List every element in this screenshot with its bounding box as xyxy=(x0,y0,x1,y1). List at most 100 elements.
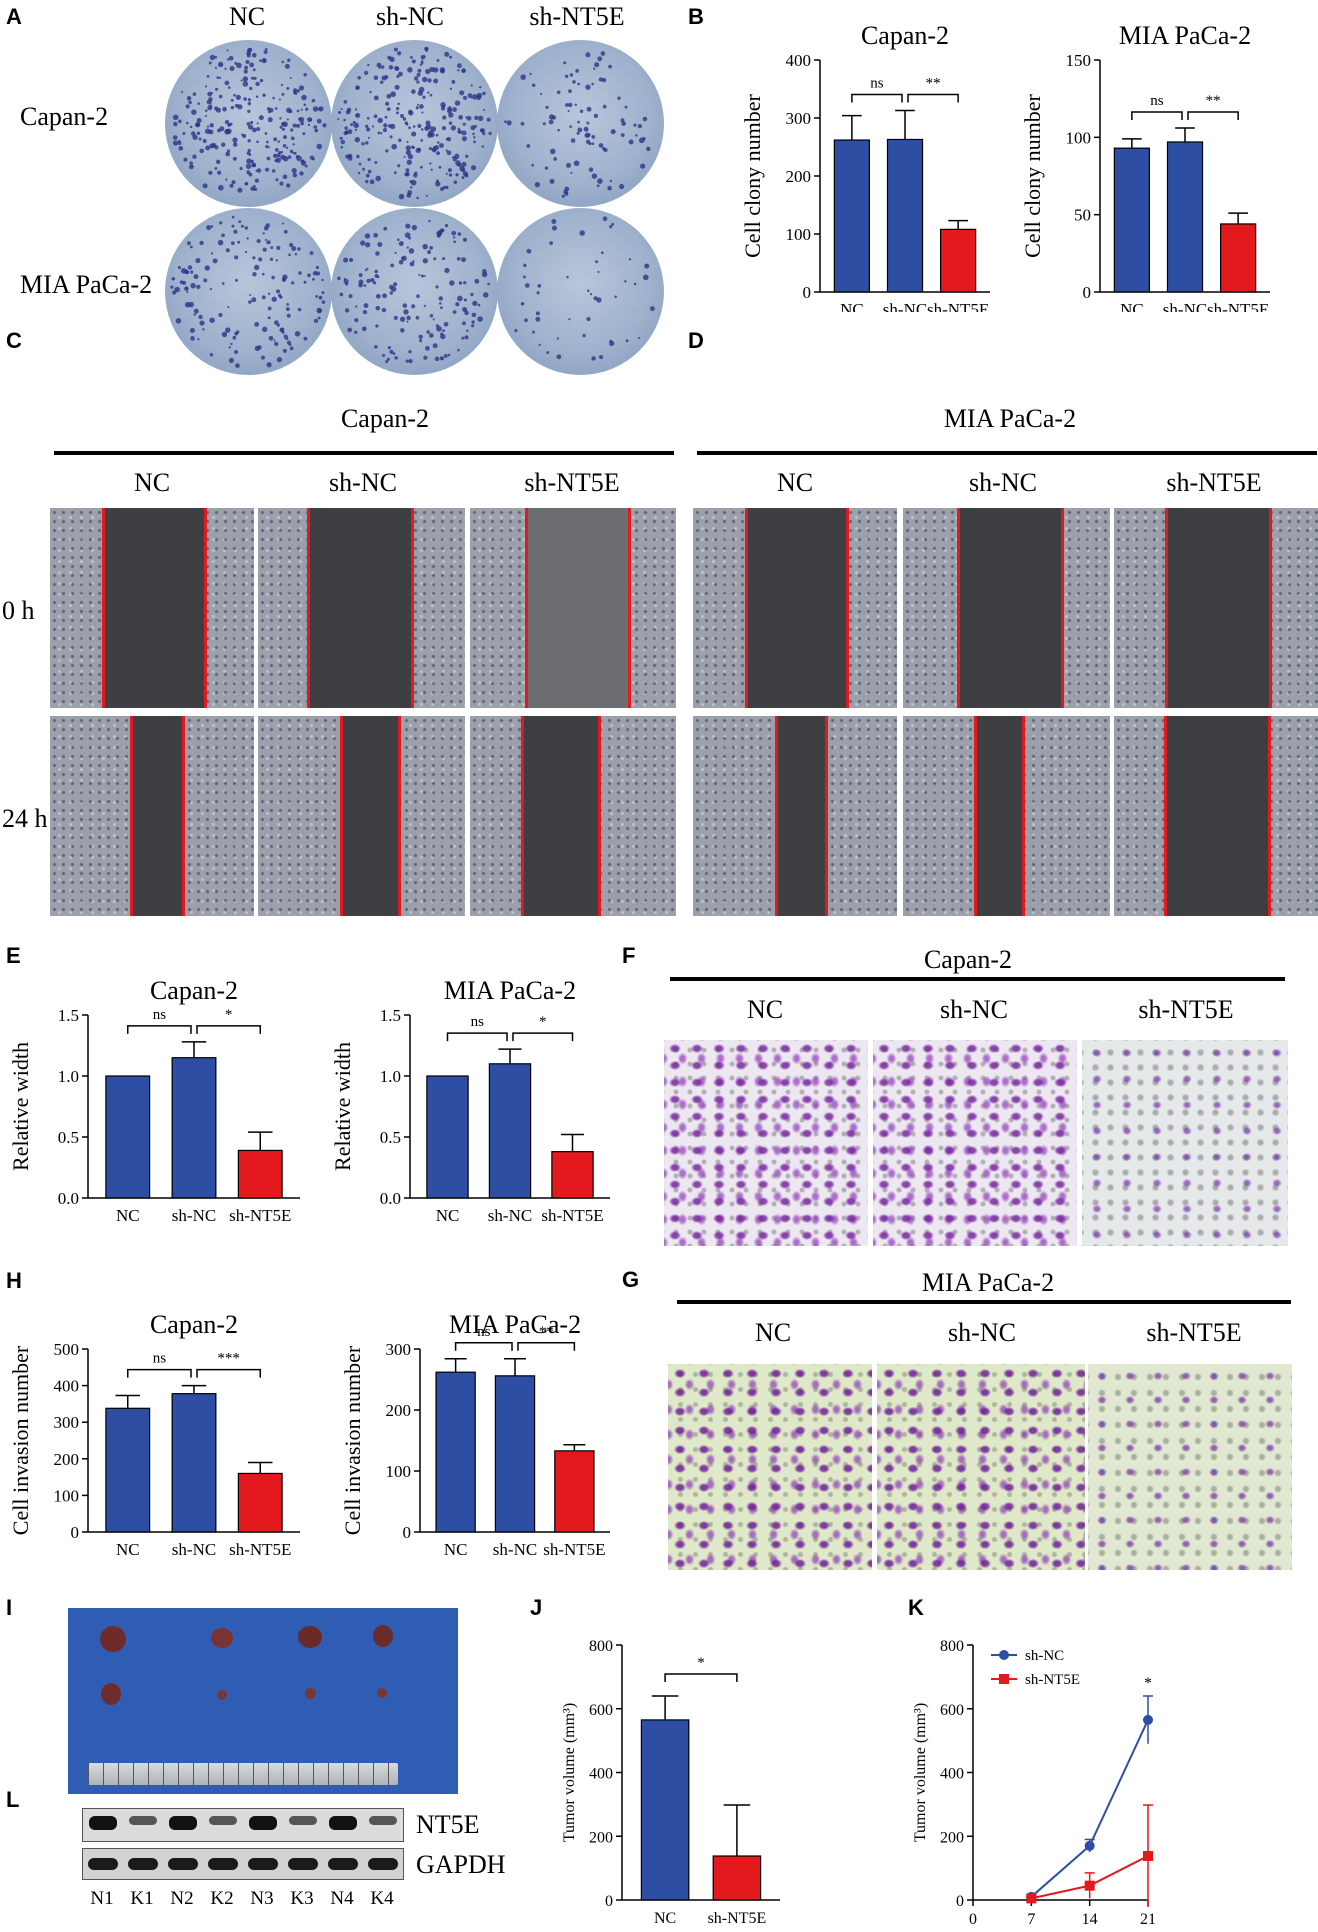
colony-dot xyxy=(283,229,288,234)
colony-dot xyxy=(236,62,242,69)
y-tick-label: 300 xyxy=(54,1413,80,1432)
colony-dot xyxy=(458,281,463,285)
x-tick-label: NC xyxy=(116,1206,140,1225)
scratch-image xyxy=(693,508,897,708)
colony-dot xyxy=(620,133,625,137)
colony-dot xyxy=(421,111,424,114)
colony-dot xyxy=(435,133,439,137)
colony-dot xyxy=(429,162,432,165)
colony-dot xyxy=(595,260,598,264)
tumor-photo xyxy=(68,1608,458,1794)
colony-dot xyxy=(189,125,193,129)
colony-dot xyxy=(196,117,202,123)
colony-dot xyxy=(246,158,252,164)
colony-dot xyxy=(466,115,472,121)
colony-dot xyxy=(247,98,252,102)
y-tick-label: 300 xyxy=(386,1340,412,1359)
colony-dot xyxy=(470,292,474,297)
bar xyxy=(833,139,871,293)
colony-dot xyxy=(360,240,366,246)
colony-dot xyxy=(389,135,393,139)
colony-dot xyxy=(251,297,257,303)
colony-dot xyxy=(579,230,585,236)
invasion-image xyxy=(1088,1364,1292,1570)
colony-dot xyxy=(303,103,307,107)
significance-label: ns xyxy=(477,1324,491,1340)
colony-dot xyxy=(248,124,254,130)
colony-dot xyxy=(321,278,324,282)
colony-dot xyxy=(390,91,396,97)
colony-dot xyxy=(455,302,460,307)
chart-h-mia: MIA PaCa-2 0 100 200 300 Cell invasion number… xyxy=(340,1310,610,1559)
colony-dot xyxy=(432,343,438,349)
colony-dot xyxy=(281,92,285,96)
x-tick-label: NC xyxy=(436,1206,460,1225)
colony-dot xyxy=(448,173,453,177)
colony-dot xyxy=(265,140,269,144)
colony-dot xyxy=(321,291,325,295)
colony-dot xyxy=(395,107,400,111)
colony-dot xyxy=(243,69,248,74)
colony-dot xyxy=(281,222,285,225)
colony-dot xyxy=(252,163,256,168)
colony-dot xyxy=(246,151,251,156)
significance-label: ns xyxy=(153,1007,167,1023)
colony-dot xyxy=(624,280,627,283)
colony-dot xyxy=(389,349,394,354)
colony-dot xyxy=(640,163,646,169)
colony-dot xyxy=(317,316,321,320)
bar xyxy=(494,1375,536,1533)
colony-dot xyxy=(446,150,452,156)
colony-dot xyxy=(198,137,202,141)
colony-dot xyxy=(369,90,372,94)
colony-dot xyxy=(266,156,271,161)
colony-dot xyxy=(427,250,431,255)
colony-dot xyxy=(289,76,292,79)
colony-dot xyxy=(182,131,186,135)
x-tick-label: sh-NT5E xyxy=(541,1206,603,1225)
y-tick-label: 200 xyxy=(54,1450,80,1469)
colony-dot xyxy=(381,307,387,313)
data-point xyxy=(1143,1851,1153,1862)
scratch-image xyxy=(1114,716,1318,916)
colony-dot xyxy=(534,181,541,188)
colony-dot xyxy=(457,162,462,168)
colony-dot xyxy=(409,186,413,189)
colony-dot xyxy=(225,178,228,181)
panel-c-rule xyxy=(54,451,674,455)
colony-dot xyxy=(544,166,549,170)
colony-dot xyxy=(345,130,349,135)
colony-dot xyxy=(267,316,271,320)
colony-dot xyxy=(266,240,271,245)
colony-dot xyxy=(228,357,234,363)
significance-label: ns xyxy=(1150,93,1164,109)
colony-dot xyxy=(267,146,270,149)
invasion-image xyxy=(877,1364,1085,1570)
panel-label-l: L xyxy=(6,1787,20,1812)
colony-dot xyxy=(407,153,414,160)
colony-dot xyxy=(549,178,555,184)
colony-dot xyxy=(206,125,210,128)
colony-dot xyxy=(282,121,288,128)
colony-dot xyxy=(357,76,361,80)
colony-dot xyxy=(237,104,243,110)
colony-dot xyxy=(236,330,240,334)
colony-dot xyxy=(267,292,271,295)
colony-dot xyxy=(186,96,192,101)
colony-dot xyxy=(217,170,222,175)
col-label-sh-nc: sh-NC xyxy=(969,468,1037,497)
x-tick-label: 14 xyxy=(1082,1911,1098,1925)
colony-dot xyxy=(178,146,184,151)
colony-dot xyxy=(355,305,358,308)
significance-bracket xyxy=(446,1032,508,1042)
colony-dot xyxy=(455,173,459,177)
colony-dot xyxy=(465,154,469,158)
colony-dot xyxy=(398,138,402,143)
colony-dot xyxy=(564,74,569,79)
colony-dot xyxy=(210,91,214,95)
chart-e-mia: MIA PaCa-2 0.0 0.5 1.0 1.5 Relative width NC sh… xyxy=(330,976,610,1225)
colony-dot xyxy=(184,269,189,275)
colony-dot xyxy=(204,128,211,134)
colony-dot xyxy=(315,265,319,270)
colony-dot xyxy=(225,151,231,157)
